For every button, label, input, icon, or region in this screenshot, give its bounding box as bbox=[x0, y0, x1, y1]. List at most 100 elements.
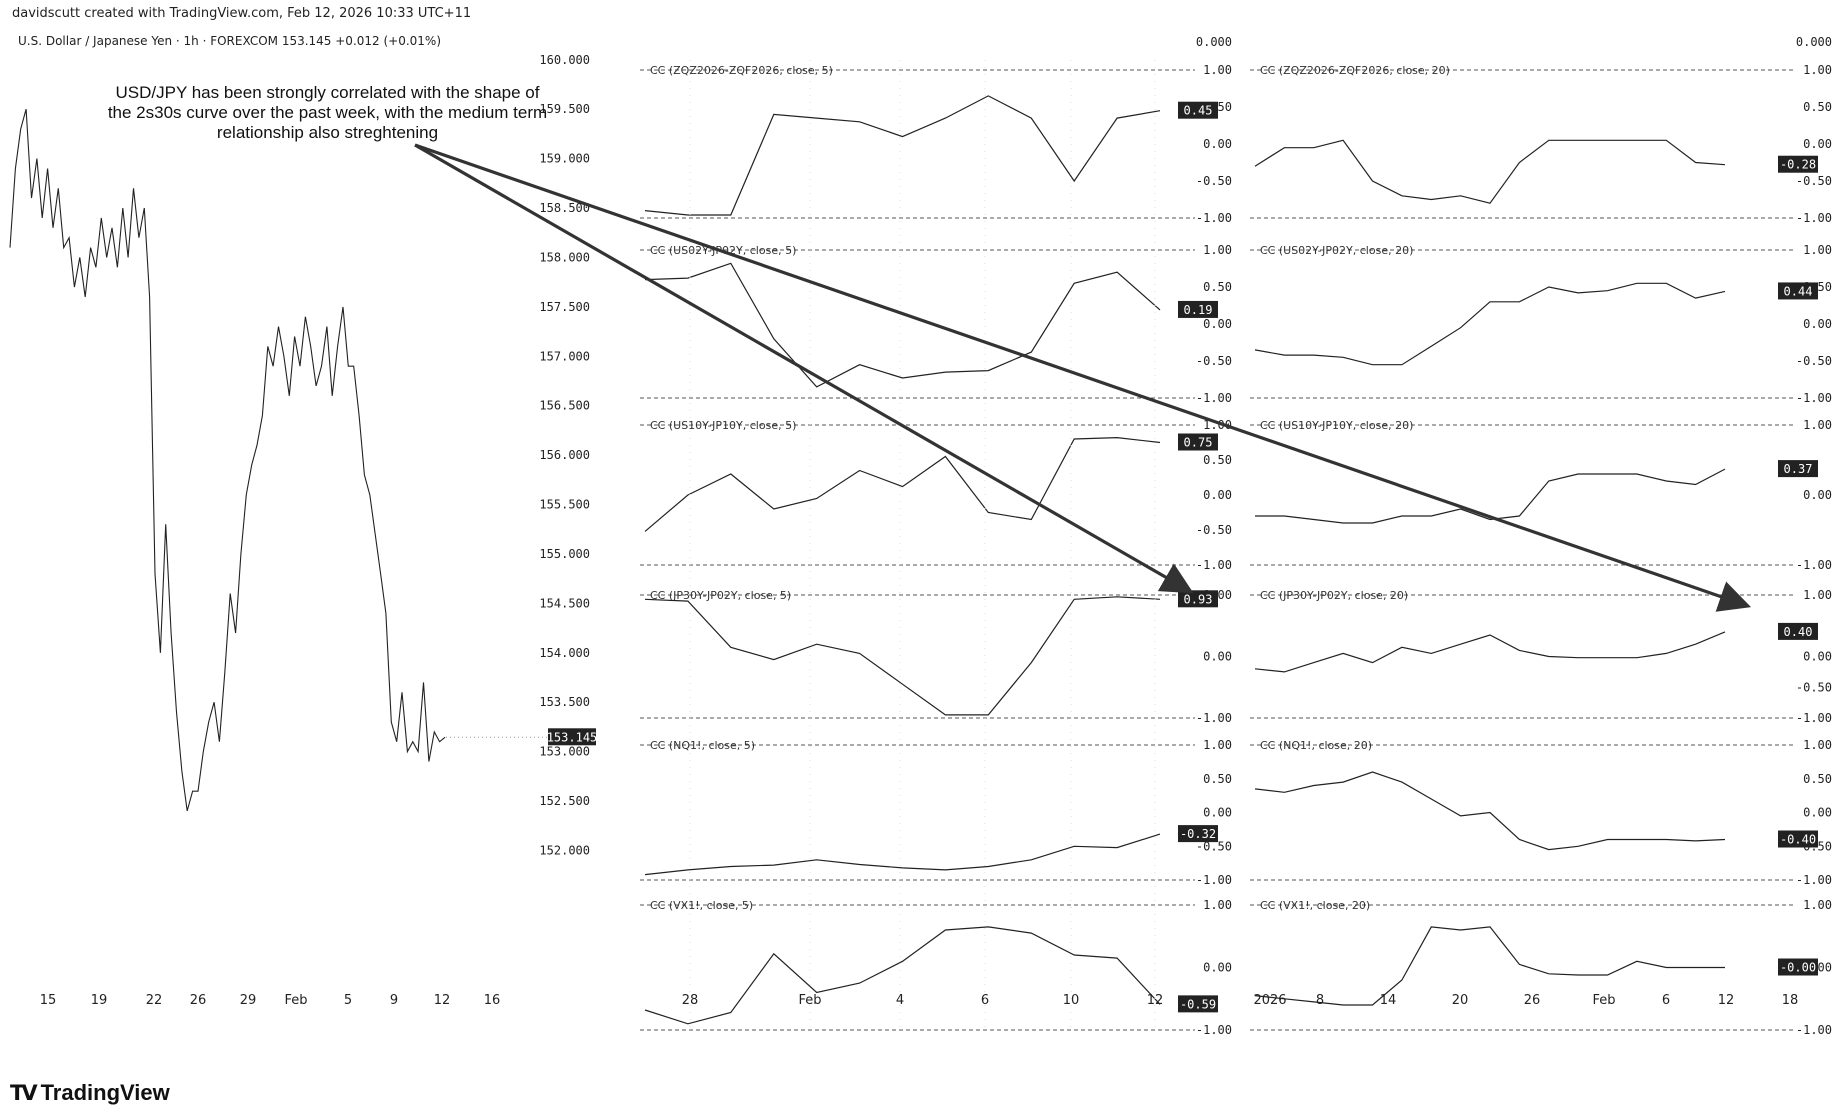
annotation-arrow-short bbox=[414, 143, 1194, 594]
correlation-axis-tick: 0.000 bbox=[1796, 35, 1832, 49]
correlation-axis-tick: 0.50 bbox=[1203, 772, 1232, 786]
price-axis-tick: 153.500 bbox=[539, 695, 590, 709]
correlation-axis-tick: -0.50 bbox=[1796, 680, 1832, 694]
correlation-axis-tick: 0.50 bbox=[1803, 100, 1832, 114]
price-axis-tick: 154.500 bbox=[539, 596, 590, 610]
price-axis-tick: 155.500 bbox=[539, 498, 590, 512]
correlation-line bbox=[644, 926, 1161, 1025]
correlation-axis-tick: -1.00 bbox=[1796, 1023, 1832, 1037]
correlation-axis-tick: 1.00 bbox=[1203, 63, 1232, 77]
x-axis-tick-left: 29 bbox=[240, 993, 257, 1008]
correlation-line bbox=[644, 436, 1161, 532]
panel-label: CC (JP30Y-JP02Y, close, 5) bbox=[650, 589, 791, 602]
correlation-line bbox=[644, 262, 1161, 388]
panel-label: CC (NQ1!, close, 5) bbox=[650, 739, 755, 752]
correlation-badge bbox=[1778, 830, 1818, 848]
price-axis-tick: 160.000 bbox=[539, 53, 590, 67]
correlation-line bbox=[1254, 631, 1726, 673]
correlation-axis-tick: -0.50 bbox=[1796, 354, 1832, 368]
correlation-axis-tick: -1.00 bbox=[1796, 211, 1832, 225]
correlation-axis-tick: 1.00 bbox=[1203, 243, 1232, 257]
correlation-axis-tick: -0.50 bbox=[1196, 354, 1232, 368]
x-axis-tick-mid: 28 bbox=[682, 993, 699, 1008]
correlation-line bbox=[644, 95, 1161, 216]
price-axis-tick: 158.500 bbox=[539, 201, 590, 215]
correlation-axis-tick: -1.00 bbox=[1196, 211, 1232, 225]
correlation-badge bbox=[1778, 958, 1818, 976]
correlation-axis-tick: -1.00 bbox=[1196, 711, 1232, 725]
x-axis-tick-right: 14 bbox=[1380, 993, 1397, 1008]
x-axis-tick-left: 15 bbox=[40, 993, 57, 1008]
correlation-badge bbox=[1178, 300, 1218, 318]
price-axis-tick: 159.000 bbox=[539, 152, 590, 166]
correlation-axis-tick: 0.00 bbox=[1203, 137, 1232, 151]
attribution-text: davidscutt created with TradingView.com,… bbox=[12, 6, 472, 21]
correlation-axis-tick: 1.00 bbox=[1803, 418, 1832, 432]
last-price-label: 153.145 bbox=[547, 730, 598, 744]
x-axis-tick-mid: 10 bbox=[1063, 993, 1080, 1008]
price-axis-tick: 156.000 bbox=[539, 448, 590, 462]
correlation-line bbox=[1255, 468, 1726, 524]
price-axis-tick: 154.000 bbox=[539, 646, 590, 660]
price-axis-tick: 153.000 bbox=[539, 745, 590, 759]
x-axis-tick-right: 12 bbox=[1718, 993, 1735, 1008]
correlation-badge-label: 0.37 bbox=[1784, 462, 1813, 476]
correlation-badge-label: -0.00 bbox=[1780, 961, 1816, 975]
correlation-axis-tick: -1.00 bbox=[1196, 873, 1232, 887]
correlation-badge-label: 0.93 bbox=[1184, 592, 1213, 606]
x-axis-tick-right: 6 bbox=[1662, 993, 1670, 1008]
correlation-line bbox=[644, 596, 1161, 716]
correlation-badge bbox=[1778, 460, 1818, 478]
price-axis-tick: 158.000 bbox=[539, 250, 590, 264]
correlation-axis-tick: 0.50 bbox=[1203, 280, 1232, 294]
correlation-axis-tick: -1.00 bbox=[1196, 558, 1232, 572]
correlation-badge-label: -0.28 bbox=[1780, 158, 1816, 172]
correlation-axis-tick: 0.00 bbox=[1803, 806, 1832, 820]
correlation-axis-tick: 0.00 bbox=[1203, 650, 1232, 664]
correlation-axis-tick: 1.00 bbox=[1803, 588, 1832, 602]
correlation-axis-tick: 0.50 bbox=[1803, 772, 1832, 786]
tradingview-logo[interactable]: TV TradingView bbox=[10, 1080, 170, 1106]
correlation-axis-tick: -1.00 bbox=[1196, 391, 1232, 405]
annotation-arrow-long bbox=[414, 143, 1752, 612]
correlation-axis-tick: 0.00 bbox=[1203, 961, 1232, 975]
x-axis-tick-left: 22 bbox=[146, 993, 163, 1008]
symbol-info: U.S. Dollar / Japanese Yen · 1h · FOREXC… bbox=[18, 34, 442, 48]
correlation-line bbox=[1254, 771, 1726, 851]
usdjpy-price-line bbox=[9, 109, 446, 812]
correlation-badge bbox=[1778, 622, 1818, 640]
x-axis-tick-mid: 6 bbox=[981, 993, 989, 1008]
annotation-text: USD/JPY has been strongly correlated wit… bbox=[107, 83, 548, 142]
tradingview-logo-icon: TV bbox=[10, 1081, 38, 1105]
brand-name: TradingView bbox=[40, 1080, 170, 1105]
x-axis-tick-mid: Feb bbox=[798, 993, 821, 1008]
x-axis-tick-left: Feb bbox=[284, 993, 307, 1008]
correlation-axis-tick: -1.00 bbox=[1796, 711, 1832, 725]
correlation-badge bbox=[1178, 825, 1218, 843]
correlation-badge bbox=[1178, 433, 1218, 451]
panel-label: CC (US10Y-JP10Y, close, 20) bbox=[1260, 419, 1413, 432]
correlation-badge bbox=[1778, 282, 1818, 300]
correlation-axis-tick: 0.00 bbox=[1803, 137, 1832, 151]
correlation-line bbox=[1254, 139, 1726, 204]
panel-label: CC (ZQZ2026-ZQF2026, close, 5) bbox=[650, 64, 833, 77]
correlation-badge-label: 0.45 bbox=[1184, 104, 1213, 118]
price-axis-tick: 156.500 bbox=[539, 399, 590, 413]
x-axis-tick-right: 26 bbox=[1524, 993, 1541, 1008]
correlation-axis-tick: 1.00 bbox=[1203, 898, 1232, 912]
correlation-axis-tick: -0.50 bbox=[1196, 523, 1232, 537]
correlation-badge bbox=[1178, 101, 1218, 119]
panel-label: CC (US10Y-JP10Y, close, 5) bbox=[650, 419, 796, 432]
x-axis-tick-mid: 4 bbox=[896, 993, 904, 1008]
panel-label: CC (ZQZ2026-ZQF2026, close, 20) bbox=[1260, 64, 1450, 77]
price-axis-tick: 155.000 bbox=[539, 547, 590, 561]
correlation-axis-tick: -1.00 bbox=[1196, 1023, 1232, 1037]
x-axis-tick-left: 5 bbox=[344, 993, 352, 1008]
x-axis-tick-mid: 12 bbox=[1147, 993, 1164, 1008]
panel-label: CC (NQ1!, close, 20) bbox=[1260, 739, 1372, 752]
correlation-badge-label: -0.32 bbox=[1180, 827, 1216, 841]
correlation-axis-tick: 1.00 bbox=[1803, 738, 1832, 752]
correlation-axis-tick: 0.00 bbox=[1803, 488, 1832, 502]
price-axis-tick: 157.000 bbox=[539, 349, 590, 363]
x-axis-tick-right: 20 bbox=[1452, 993, 1469, 1008]
